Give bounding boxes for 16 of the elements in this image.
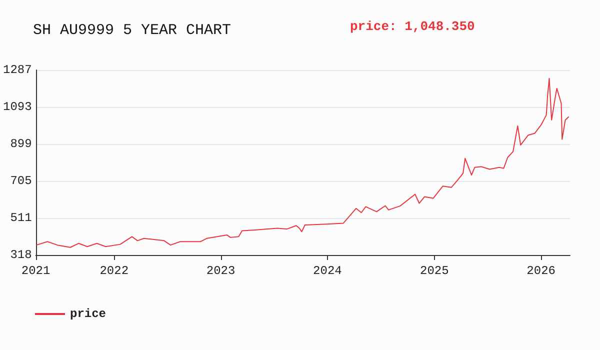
x-tick-label: 2025 [420, 264, 449, 278]
x-tick-label: 2024 [313, 264, 342, 278]
y-tick-label: 1287 [2, 63, 32, 77]
y-tick-label: 511 [10, 211, 32, 226]
y-tick-label: 318 [10, 248, 32, 262]
y-tick-label: 705 [10, 174, 32, 188]
line-series [36, 78, 570, 248]
y-tick-label: 1093 [2, 100, 32, 114]
legend-label: price [70, 307, 106, 321]
text: price: 1,048.350 [350, 19, 476, 34]
x-tick-label: 2026 [526, 264, 556, 278]
x-tick-label: 2022 [100, 264, 129, 278]
y-tick-label: 899 [10, 137, 32, 152]
x-tick-label: 2021 [21, 264, 50, 278]
x-tick-label: 2023 [206, 264, 236, 278]
chart-title: SH AU9999 5 YEAR CHART [33, 22, 232, 39]
